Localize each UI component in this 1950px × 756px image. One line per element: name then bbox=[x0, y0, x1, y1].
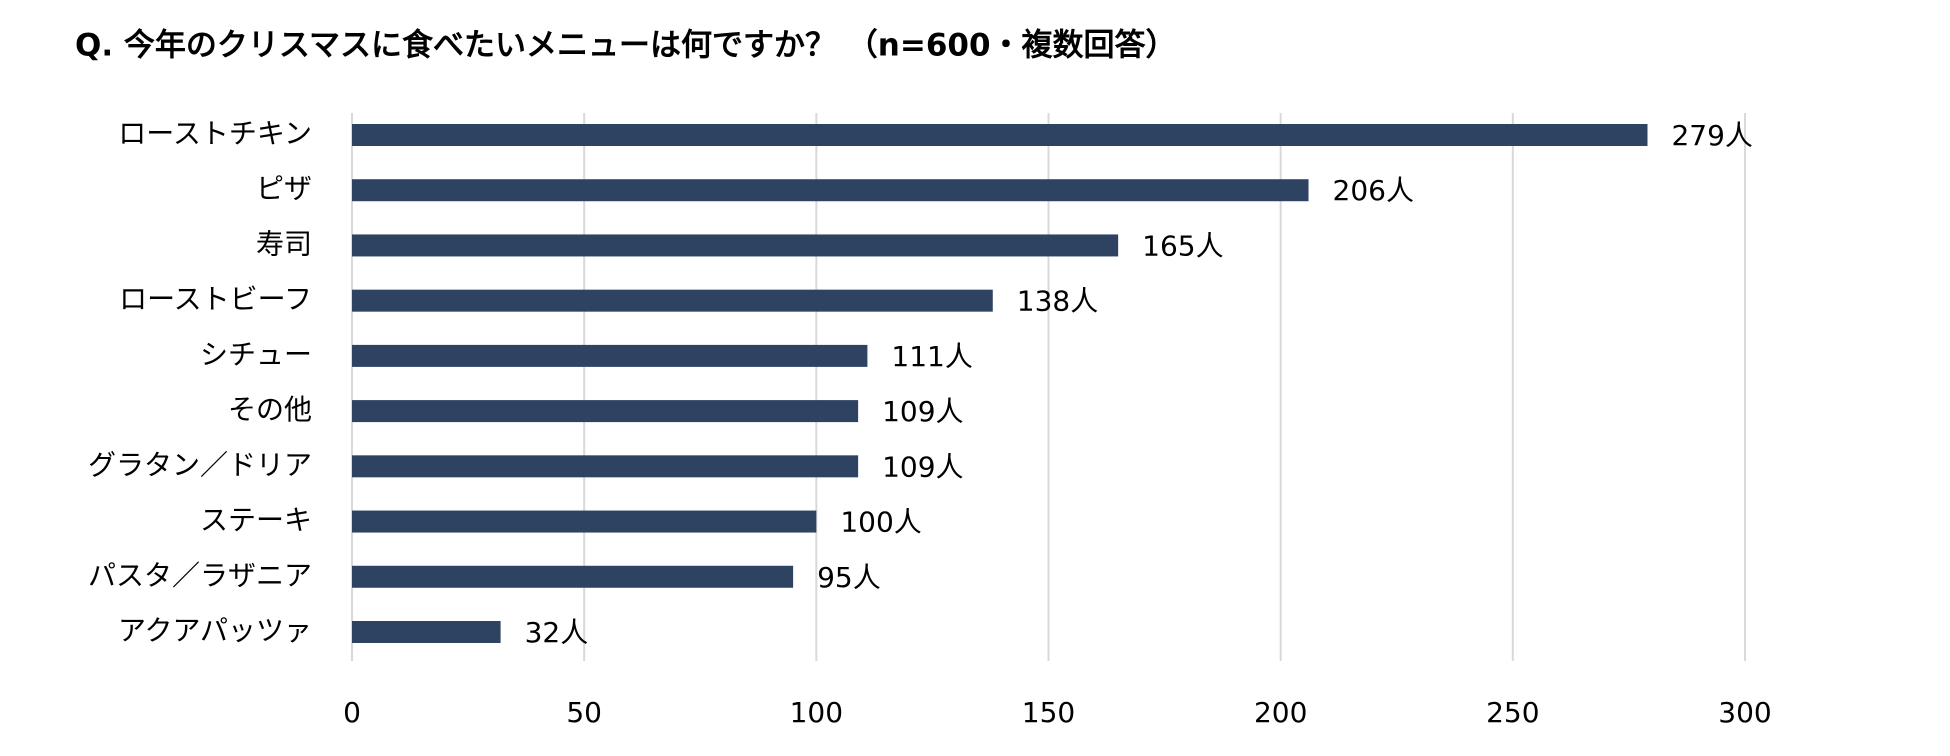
bar bbox=[352, 400, 859, 423]
value-label: 165人 bbox=[1142, 229, 1223, 262]
category-label: ピザ bbox=[256, 172, 312, 205]
bar bbox=[352, 124, 1648, 146]
x-tick-label: 50 bbox=[566, 696, 602, 729]
value-label: 138人 bbox=[1017, 285, 1098, 318]
bar bbox=[352, 344, 868, 367]
value-label: 32人 bbox=[525, 616, 589, 649]
category-label: アクアパッツァ bbox=[118, 614, 312, 647]
x-tick-label: 300 bbox=[1718, 696, 1771, 729]
category-label: その他 bbox=[228, 393, 312, 426]
category-label: シチュー bbox=[200, 338, 312, 371]
value-label: 109人 bbox=[882, 450, 963, 483]
chart-title: Q. 今年のクリスマスに食べたいメニューは何ですか？ （n=600・複数回答） bbox=[75, 28, 1177, 64]
category-label: パスタ／ラザニア bbox=[88, 559, 312, 592]
bar bbox=[352, 565, 794, 588]
bar bbox=[352, 289, 993, 312]
category-label: ローストビーフ bbox=[119, 283, 312, 316]
bar bbox=[352, 455, 859, 478]
bar bbox=[352, 510, 817, 533]
category-label: 寿司 bbox=[256, 227, 312, 260]
value-label: 206人 bbox=[1333, 174, 1414, 207]
value-label: 111人 bbox=[891, 340, 972, 373]
value-label: 279人 bbox=[1671, 119, 1752, 152]
category-label: グラタン／ドリア bbox=[88, 448, 312, 481]
bar bbox=[352, 234, 1119, 257]
x-tick-label: 250 bbox=[1486, 696, 1539, 729]
x-tick-label: 200 bbox=[1254, 696, 1307, 729]
x-tick-label: 150 bbox=[1022, 696, 1075, 729]
bar bbox=[352, 621, 501, 643]
x-tick-label: 100 bbox=[790, 696, 843, 729]
value-label: 109人 bbox=[882, 395, 963, 428]
category-label: ステーキ bbox=[200, 504, 312, 537]
bar bbox=[352, 179, 1309, 202]
value-label: 95人 bbox=[817, 561, 881, 594]
x-tick-label: 0 bbox=[343, 696, 361, 729]
value-label: 100人 bbox=[840, 506, 921, 539]
category-label: ローストチキン bbox=[118, 117, 312, 150]
